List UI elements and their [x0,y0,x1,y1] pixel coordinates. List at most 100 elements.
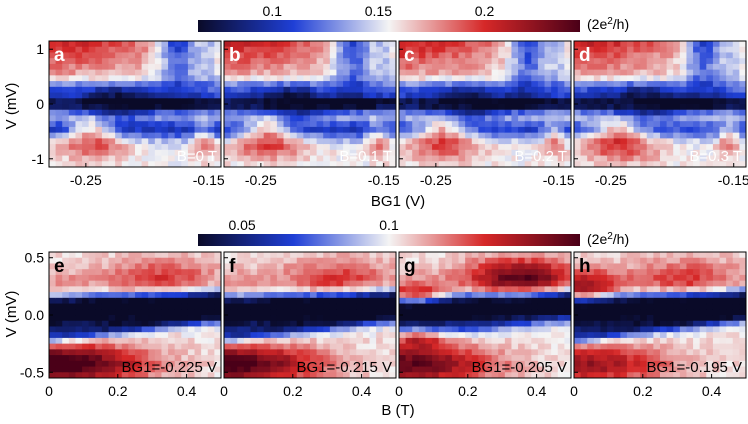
heatmap-cell [168,144,176,151]
heatmap-cell [693,274,701,282]
heatmap-cell [207,115,215,122]
heatmap-cell [263,161,271,167]
heatmap-cell [666,315,674,322]
heatmap-cell [445,337,453,345]
heatmap-cell [141,75,149,82]
heatmap-cell [349,63,357,71]
heatmap-cell [356,303,364,310]
heatmap-cell [418,86,427,94]
heatmap-cell [498,337,506,345]
heatmap-cell [719,52,727,59]
heatmap-cell [653,280,661,287]
heatmap-cell [679,92,688,99]
heatmap-cell [646,155,654,162]
heatmap-cell [613,257,621,265]
heatmap-cell [465,263,473,270]
heatmap-cell [135,138,143,145]
heatmap-cell [679,138,688,145]
heatmap-cell [356,349,364,356]
heatmap-cell [168,149,176,157]
heatmap-cell [101,98,110,105]
heatmap-cell [613,98,621,105]
heatmap-cell [201,297,209,305]
heatmap-cell [551,349,559,356]
heatmap-cell [666,144,674,151]
heatmap-cell [557,315,565,322]
heatmap-cell [498,360,506,368]
heatmap-cell [504,360,513,368]
heatmap-cell [445,263,453,270]
heatmap-cell [389,269,396,276]
heatmap-cell [504,69,513,76]
heatmap-cell [531,360,539,368]
heatmap-cell [349,257,357,265]
heatmap-cell [712,286,721,293]
heatmap-cell [243,98,252,105]
heatmap-cell [537,343,546,350]
heatmap-cell [574,349,582,356]
heatmap-cell [518,337,526,345]
heatmap-cell [580,86,588,94]
heatmap-cell [626,274,635,282]
heatmap-cell [653,75,661,82]
heatmap-cell [593,372,602,378]
heatmap-cell [580,75,588,82]
heatmap-cell [620,98,628,105]
heatmap-cell [600,138,608,145]
heatmap-cell [115,126,123,134]
heatmap-cell [491,257,499,265]
heatmap-cell [693,292,701,299]
heatmap-cell [531,337,539,345]
heatmap-cell [699,132,707,139]
heatmap-cell [62,337,70,345]
heatmap-cell [438,269,446,276]
heatmap-cell [55,263,63,270]
heatmap-cell [686,257,694,265]
heatmap-cell [62,315,70,322]
heatmap-cell [75,138,83,145]
heatmap-cell [224,366,232,373]
heatmap-cell [471,81,479,88]
heatmap-cell [564,63,571,71]
heatmap-cell [445,349,453,356]
heatmap-cell [108,297,116,305]
heatmap-cell [230,81,238,88]
heatmap-cell [478,52,486,59]
heatmap-cell [148,63,156,71]
heatmap-cell [491,337,499,345]
heatmap-cell [640,149,648,157]
heatmap-cell [686,155,694,162]
heatmap-cell [329,315,338,322]
heatmap-cell [620,269,628,276]
heatmap-cell [88,132,96,139]
heatmap-cell [224,92,232,99]
heatmap-cell [587,320,595,328]
heatmap-cell [75,349,83,356]
heatmap-cell [574,257,582,265]
heatmap-cell [580,144,588,151]
heatmap-cell [653,360,661,368]
heatmap-cell [174,132,182,139]
heatmap-cell [243,115,252,122]
heatmap-cell [626,349,635,356]
heatmap-cell [600,132,608,139]
heatmap-cell [607,332,615,339]
heatmap-cell [511,155,519,162]
heatmap-cell [478,86,486,94]
heatmap-cell [257,52,265,59]
heatmap-cell [55,257,63,265]
heatmap-cell [237,144,245,151]
heatmap-cell [580,372,588,378]
heatmap-cell [237,92,245,99]
heatmap-cell [706,355,714,362]
heatmap-cell [115,46,123,54]
heatmap-cell [458,81,466,88]
heatmap-cell [128,144,136,151]
heatmap-cell [128,138,136,145]
heatmap-cell [719,149,727,157]
heatmap-cell [168,372,176,378]
heatmap-cell [666,343,674,350]
heatmap-cell [101,297,110,305]
heatmap-cell [399,98,407,105]
heatmap-cell [518,349,526,356]
